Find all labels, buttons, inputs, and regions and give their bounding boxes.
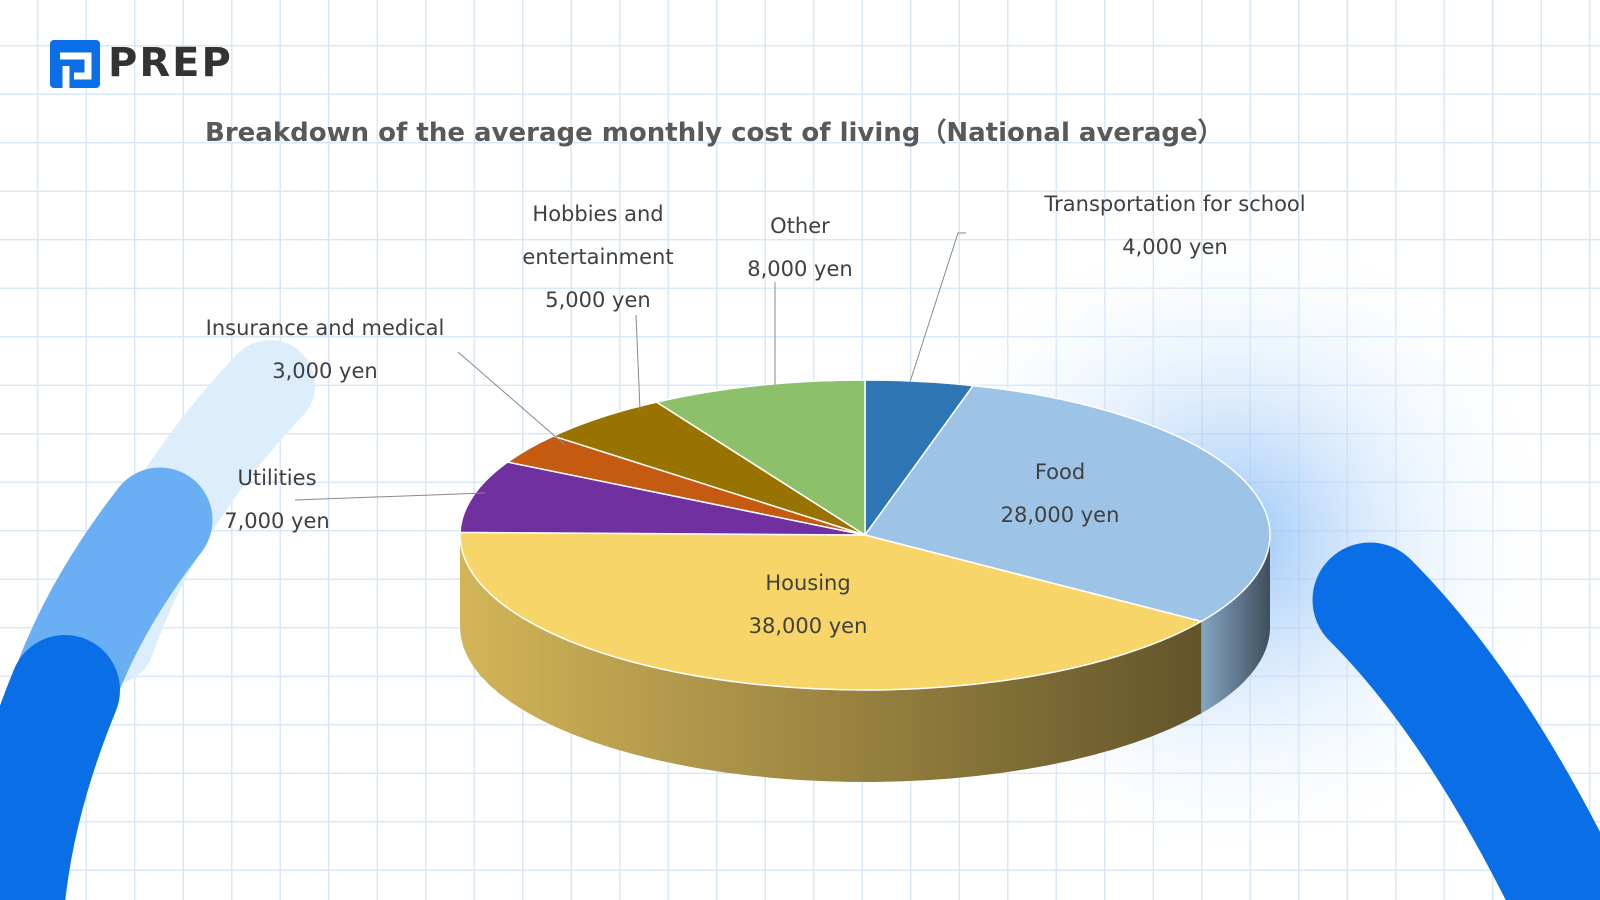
value-label: 4,000 yen	[1122, 235, 1228, 259]
data-label: Utilities 7,000 yen	[177, 457, 377, 543]
data-label: Other 8,000 yen	[700, 205, 900, 291]
value-label: 8,000 yen	[747, 257, 853, 281]
value-label: 28,000 yen	[1000, 503, 1120, 527]
category-label: Other	[770, 214, 830, 238]
leader-line	[457, 351, 566, 446]
decor-arc	[1312, 542, 1600, 900]
leader-line	[909, 232, 966, 383]
category-label: Transportation for school	[1044, 192, 1306, 216]
slice	[459, 461, 866, 536]
decor-arc	[0, 635, 120, 900]
leader-line	[294, 492, 486, 501]
logo-icon-mark	[60, 52, 92, 88]
data-label: Hobbies and entertainment 5,000 yen	[503, 193, 693, 322]
logo-icon	[50, 40, 100, 88]
value-label: 5,000 yen	[545, 288, 651, 312]
category-label: Food	[1034, 460, 1086, 484]
category-label: Housing	[765, 571, 851, 595]
slice-side	[1201, 535, 1270, 714]
pie	[459, 379, 1271, 782]
leaders	[294, 232, 966, 501]
category-label: Insurance and medical	[205, 316, 445, 340]
value-label: 38,000 yen	[748, 614, 868, 638]
slice	[551, 401, 866, 536]
chart-title: Breakdown of the average monthly cost of…	[205, 118, 1224, 148]
data-label: Insurance and medical 3,000 yen	[175, 307, 475, 393]
data-label: Transportation for school 4,000 yen	[1005, 183, 1345, 269]
value-label: 3,000 yen	[272, 359, 378, 383]
data-label: Food 28,000 yen	[960, 451, 1160, 537]
leader-line	[635, 314, 641, 411]
value-label: 7,000 yen	[224, 509, 330, 533]
data-label: Housing 38,000 yen	[708, 562, 908, 648]
category-label: Utilities	[237, 466, 317, 490]
slice	[654, 379, 866, 537]
logo: PREP	[108, 40, 233, 86]
slice-side	[460, 535, 1202, 782]
slice	[459, 531, 1204, 691]
slice	[863, 384, 1271, 623]
category-label: Hobbies and entertainment	[522, 202, 674, 269]
